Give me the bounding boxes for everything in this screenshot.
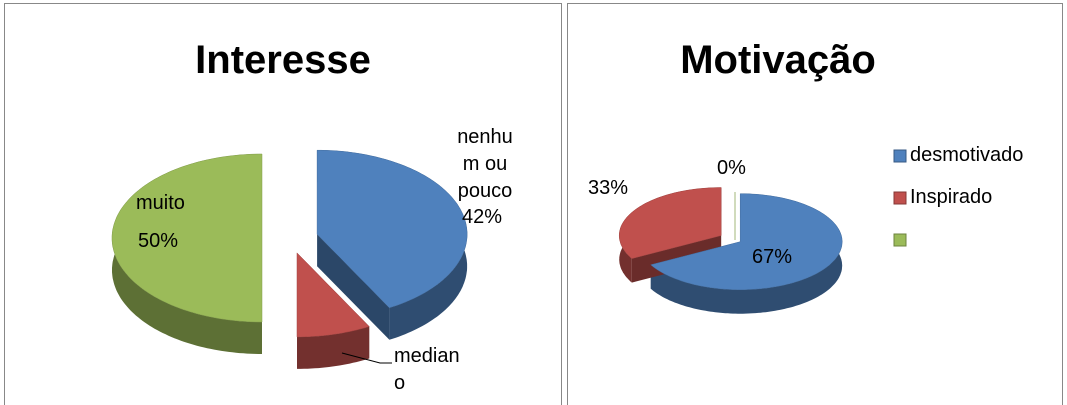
- slice: [296, 252, 370, 338]
- data-label: 67%: [752, 246, 793, 268]
- data-label: nenhum ou pouco: [457, 126, 513, 202]
- data-label: muito: [136, 192, 185, 214]
- slice-side: [317, 234, 390, 340]
- legend-label: Inspirado: [910, 186, 993, 208]
- slice: [618, 187, 722, 259]
- data-label: 50%: [138, 230, 179, 252]
- chart-title: Interesse: [195, 38, 371, 82]
- data-label: 42%: [462, 206, 503, 228]
- legend-swatch: [893, 149, 907, 163]
- leader-line: [341, 352, 392, 364]
- legend-swatch: [893, 191, 907, 205]
- slice: [650, 193, 843, 290]
- data-label: 0%: [717, 157, 746, 179]
- panel-border: [4, 3, 562, 405]
- slice: [111, 153, 263, 323]
- panel-border: [567, 3, 1063, 405]
- slice: [316, 149, 468, 309]
- data-label: mediano: [394, 345, 460, 394]
- data-label: 33%: [588, 177, 629, 199]
- legend-label: desmotivado: [910, 144, 1024, 166]
- slice-side: [297, 326, 370, 369]
- legend-swatch: [893, 233, 907, 247]
- chart-title: Motivação: [680, 38, 876, 82]
